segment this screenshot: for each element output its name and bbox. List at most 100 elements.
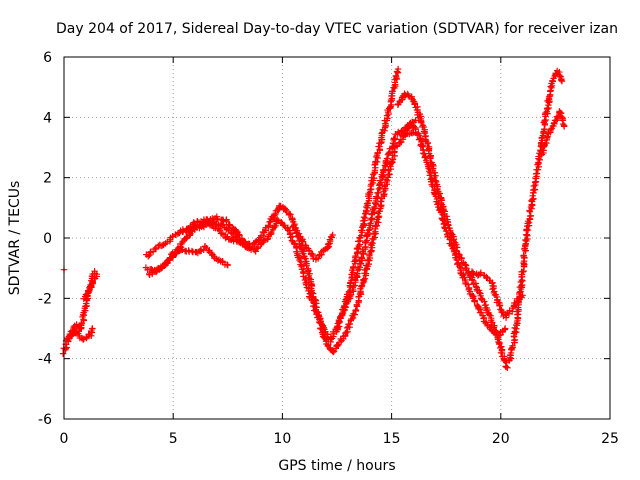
data-point bbox=[235, 231, 242, 238]
data-point bbox=[389, 88, 396, 95]
data-point bbox=[382, 120, 389, 127]
data-point bbox=[368, 247, 375, 254]
data-point bbox=[418, 143, 426, 150]
data-point bbox=[224, 261, 231, 269]
data-point bbox=[523, 226, 530, 233]
data-point bbox=[542, 139, 550, 147]
data-point bbox=[499, 308, 506, 316]
data-point bbox=[334, 342, 341, 350]
data-point bbox=[389, 156, 397, 163]
tick-labels: 0 5 10 15 20 25 -6 -4 -2 0 2 4 6 bbox=[38, 50, 619, 447]
data-point bbox=[502, 363, 510, 371]
data-point bbox=[198, 222, 206, 230]
data-point bbox=[412, 117, 419, 124]
chart-title: Day 204 of 2017, Sidereal Day-to-day VTE… bbox=[56, 21, 618, 37]
series-arc-mid-3 bbox=[142, 243, 231, 276]
data-point bbox=[394, 65, 402, 73]
data-point bbox=[518, 282, 525, 289]
data-point bbox=[386, 171, 393, 178]
data-point bbox=[299, 238, 307, 245]
data-point bbox=[485, 311, 493, 318]
data-point bbox=[93, 271, 100, 278]
data-point bbox=[477, 269, 485, 276]
y-tick-label: 6 bbox=[43, 50, 52, 66]
data-point bbox=[156, 266, 163, 273]
data-point bbox=[157, 263, 165, 270]
data-point bbox=[193, 248, 200, 256]
x-axis-label: GPS time / hours bbox=[278, 458, 395, 474]
x-tick-label: 20 bbox=[492, 431, 510, 447]
data-point bbox=[496, 332, 503, 339]
data-point bbox=[464, 281, 472, 288]
y-axis-label: SDTVAR / TECUs bbox=[7, 181, 23, 296]
data-point bbox=[360, 213, 368, 221]
data-point bbox=[188, 247, 196, 255]
data-point bbox=[383, 112, 391, 119]
data-point bbox=[425, 164, 432, 172]
data-point bbox=[560, 123, 568, 130]
x-tick-label: 5 bbox=[169, 431, 178, 447]
data-point bbox=[392, 73, 400, 80]
data-point bbox=[519, 268, 526, 276]
series-arc-late-2 bbox=[538, 108, 568, 158]
grid bbox=[64, 57, 610, 419]
data-point bbox=[225, 221, 232, 228]
data-point bbox=[547, 83, 554, 90]
data-point bbox=[358, 283, 365, 290]
data-point bbox=[341, 302, 348, 310]
data-point bbox=[59, 350, 67, 357]
data-point bbox=[540, 128, 547, 136]
x-tick-label: 0 bbox=[60, 431, 69, 447]
data-point bbox=[246, 240, 253, 248]
y-tick-label: -2 bbox=[38, 291, 52, 307]
data-point bbox=[524, 232, 531, 239]
data-point bbox=[370, 230, 378, 237]
y-tick-label: -4 bbox=[38, 352, 52, 368]
data-point bbox=[547, 126, 555, 133]
data-point bbox=[191, 226, 198, 233]
data-point bbox=[529, 192, 536, 200]
data-point bbox=[455, 259, 462, 267]
data-point bbox=[273, 215, 281, 223]
data-point bbox=[318, 320, 325, 328]
data-point bbox=[216, 227, 223, 234]
data-point bbox=[362, 238, 370, 245]
data-point bbox=[265, 222, 272, 229]
x-tick-label: 10 bbox=[273, 431, 291, 447]
data-point bbox=[89, 325, 96, 332]
data-point bbox=[341, 304, 349, 311]
series-arc-early-2 bbox=[62, 325, 96, 348]
data-point bbox=[378, 130, 385, 137]
data-points bbox=[59, 65, 568, 371]
data-point bbox=[313, 309, 321, 316]
data-point bbox=[460, 271, 467, 278]
data-point bbox=[358, 227, 365, 234]
data-point bbox=[325, 241, 332, 248]
data-point bbox=[439, 216, 446, 223]
data-point bbox=[287, 211, 294, 218]
data-point bbox=[432, 193, 440, 200]
data-point bbox=[443, 213, 450, 220]
data-point bbox=[476, 289, 483, 296]
data-point bbox=[222, 234, 230, 242]
data-point bbox=[449, 245, 456, 252]
data-point bbox=[169, 251, 176, 258]
data-point bbox=[346, 320, 354, 328]
data-point bbox=[496, 302, 503, 310]
data-point bbox=[352, 306, 360, 314]
data-point bbox=[162, 261, 169, 269]
data-point bbox=[367, 248, 374, 256]
data-point bbox=[394, 68, 401, 76]
data-point bbox=[172, 248, 180, 256]
data-point bbox=[493, 293, 500, 301]
data-point bbox=[530, 182, 537, 190]
data-point bbox=[314, 255, 322, 262]
data-point bbox=[505, 310, 513, 317]
data-point bbox=[308, 289, 316, 296]
data-point bbox=[215, 225, 222, 232]
data-point bbox=[233, 227, 240, 235]
data-point bbox=[531, 186, 538, 193]
axis-ticks bbox=[63, 56, 611, 420]
data-point bbox=[544, 133, 551, 140]
data-point bbox=[513, 321, 520, 329]
